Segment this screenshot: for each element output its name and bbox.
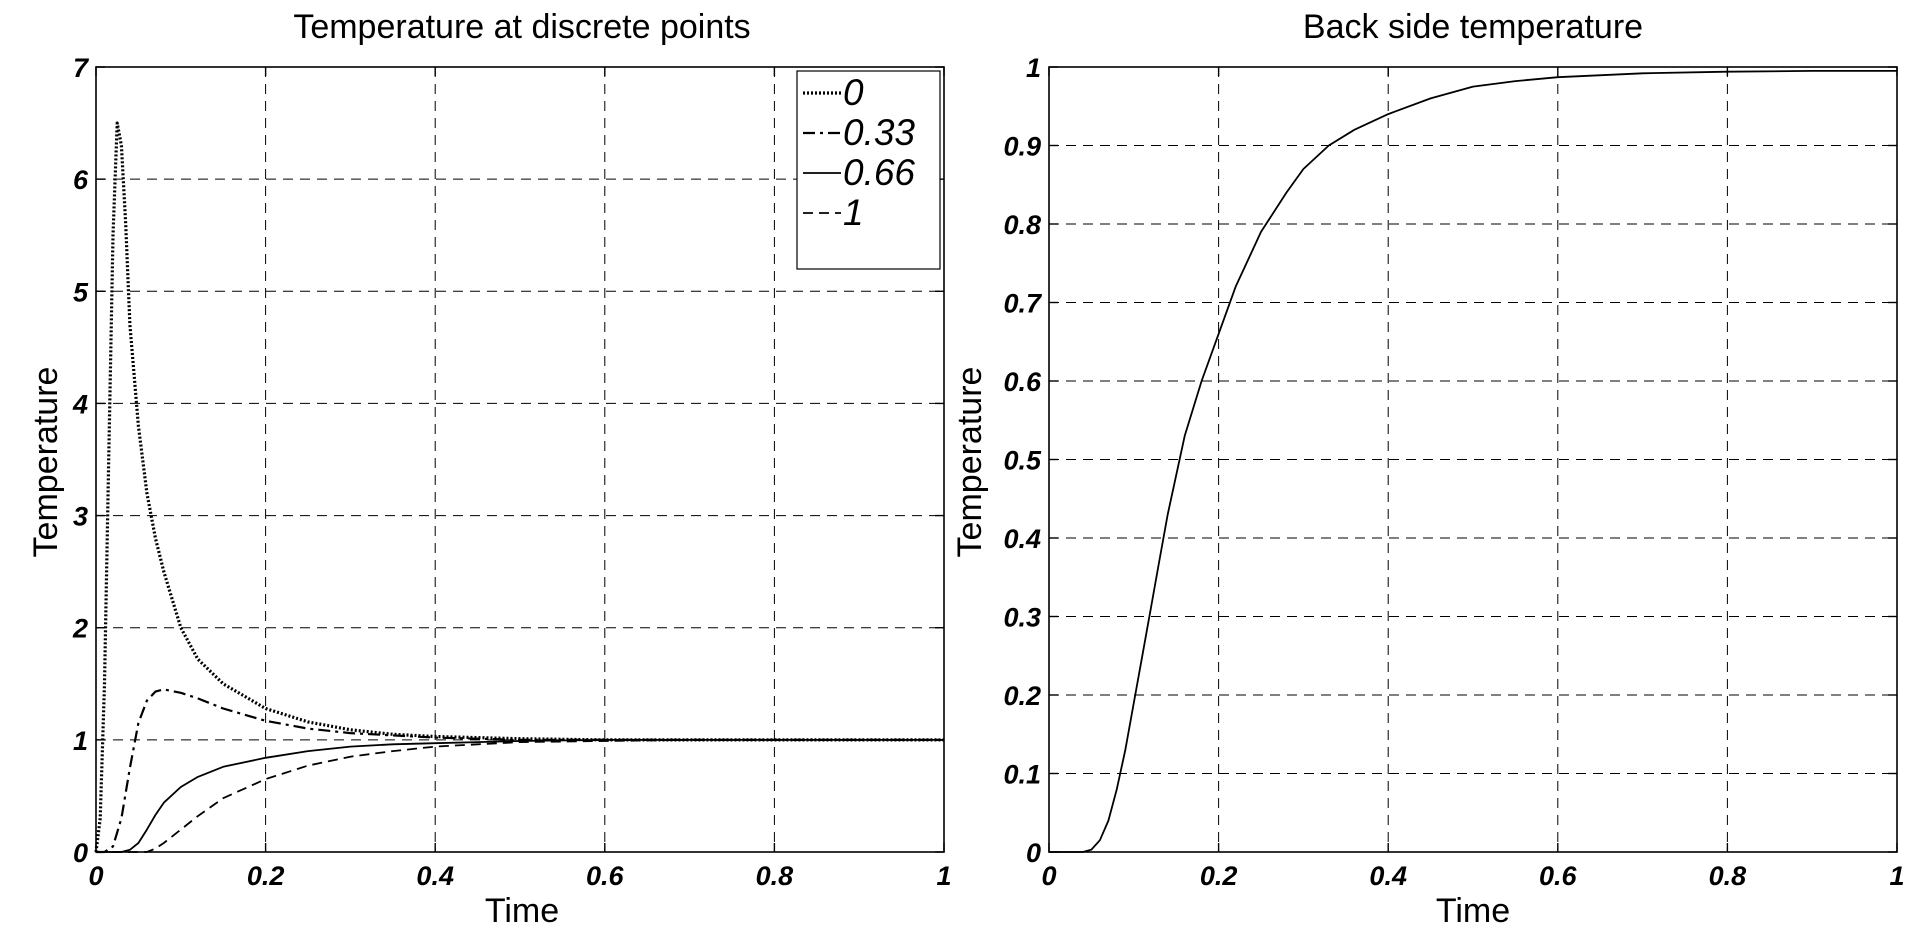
y-tick-label: 0.1 [1003, 760, 1041, 790]
grid-lines [1049, 67, 1897, 852]
y-tick-label: 6 [73, 165, 89, 195]
y-tick-label: 0.5 [1003, 446, 1042, 476]
y-tick-label: 0.9 [1003, 132, 1041, 162]
x-tick-label: 0.8 [756, 861, 794, 891]
y-tick-label: 0.2 [1003, 681, 1041, 711]
chart-temperature-discrete-points: Temperature at discrete points 0 0.2 0.4 0.… [27, 8, 952, 930]
x-tick-label: 0.4 [1369, 861, 1407, 891]
legend-box [796, 70, 941, 270]
chart-back-side-temperature: Back side temperature 0 0.2 0.4 0.6 0.8 1 0 0.… [951, 8, 1905, 930]
legend-label: 0.33 [843, 112, 915, 153]
y-tick-labels: 0 0.1 0.2 0.3 0.4 0.5 0.6 0.7 0.8 0.9 1 [1003, 53, 1043, 868]
legend-label: 1 [843, 192, 864, 233]
series-line-3 [96, 739, 944, 853]
y-tick-label: 0 [73, 838, 88, 868]
x-tick-label: 0 [88, 861, 103, 891]
legend-label: 0 [843, 72, 864, 113]
x-tick-labels: 0 0.2 0.4 0.6 0.8 1 [88, 861, 951, 891]
y-tick-label: 0.7 [1003, 289, 1043, 319]
legend-label: 0.66 [843, 152, 915, 193]
y-tick-labels: 0 1 2 3 4 5 6 7 [72, 53, 90, 868]
tick-marks [1048, 66, 1898, 853]
x-axis-label: Time [485, 892, 559, 930]
x-tick-label: 0.8 [1709, 861, 1747, 891]
x-tick-label: 0 [1041, 861, 1056, 891]
x-tick-label: 0.6 [586, 861, 625, 891]
tick-marks [95, 66, 945, 853]
y-tick-label: 0.8 [1003, 210, 1041, 240]
x-tick-label: 0.4 [416, 861, 454, 891]
series-line-0 [94, 121, 944, 853]
y-tick-label: 1 [1026, 53, 1041, 83]
y-tick-label: 1 [73, 726, 88, 756]
y-axis-label: Temperature [27, 367, 65, 558]
y-tick-label: 0.6 [1003, 367, 1042, 397]
series-line-0 [1049, 70, 1897, 853]
y-tick-label: 3 [73, 502, 88, 532]
y-tick-label: 5 [73, 277, 89, 307]
x-tick-label: 0.6 [1539, 861, 1578, 891]
chart-title: Temperature at discrete points [293, 8, 750, 46]
y-tick-label: 4 [72, 389, 88, 419]
x-tick-label: 0.2 [247, 861, 285, 891]
chart-title: Back side temperature [1303, 8, 1643, 46]
x-tick-label: 1 [1889, 861, 1904, 891]
grid-lines [96, 67, 944, 852]
y-tick-label: 7 [73, 53, 90, 83]
series-group [94, 121, 944, 854]
x-tick-label: 1 [936, 861, 951, 891]
y-tick-label: 0.3 [1003, 603, 1041, 633]
y-tick-label: 0.4 [1003, 524, 1041, 554]
y-tick-label: 0 [1026, 838, 1041, 868]
y-axis-label: Temperature [951, 367, 989, 558]
x-tick-label: 0.2 [1200, 861, 1238, 891]
y-tick-label: 2 [72, 614, 88, 644]
series-group [1049, 70, 1897, 853]
legend: 00.330.661 [796, 70, 941, 270]
x-axis-label: Time [1436, 892, 1510, 930]
x-tick-labels: 0 0.2 0.4 0.6 0.8 1 [1041, 861, 1904, 891]
